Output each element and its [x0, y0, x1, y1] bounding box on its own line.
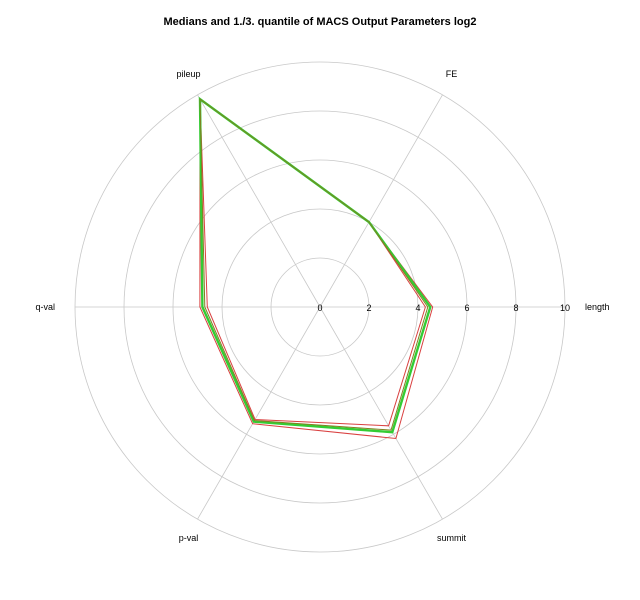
spoke-FE [319, 94, 443, 308]
tick-label-8: 8 [513, 303, 518, 313]
tick-label-6: 6 [464, 303, 469, 313]
series-polygon-2 [199, 98, 434, 440]
tick-label-4: 4 [415, 303, 420, 313]
spoke-p-val [197, 306, 321, 520]
spoke-pileup [197, 94, 321, 308]
axis-label-p-val: p-val [179, 533, 199, 543]
axis-label-FE: FE [446, 69, 458, 79]
spoke-summit [319, 306, 443, 520]
axis-label-summit: summit [437, 533, 466, 543]
tick-label-2: 2 [366, 303, 371, 313]
axis-label-length: length [585, 302, 610, 312]
radar-labels: 0 2 4 6 8 10 length FE pileup q-val p-val summit [35, 69, 609, 543]
tick-label-10: 10 [560, 303, 570, 313]
tick-label-0: 0 [317, 303, 322, 313]
axis-label-q-val: q-val [35, 302, 55, 312]
radar-grid [74, 61, 566, 553]
series-polygon-4 [199, 98, 429, 431]
axis-label-pileup: pileup [176, 69, 200, 79]
chart-title: Medians and 1./3. quantile of MACS Outpu… [164, 16, 477, 28]
radar-series [198, 96, 434, 440]
series-polygon-3 [198, 96, 432, 434]
